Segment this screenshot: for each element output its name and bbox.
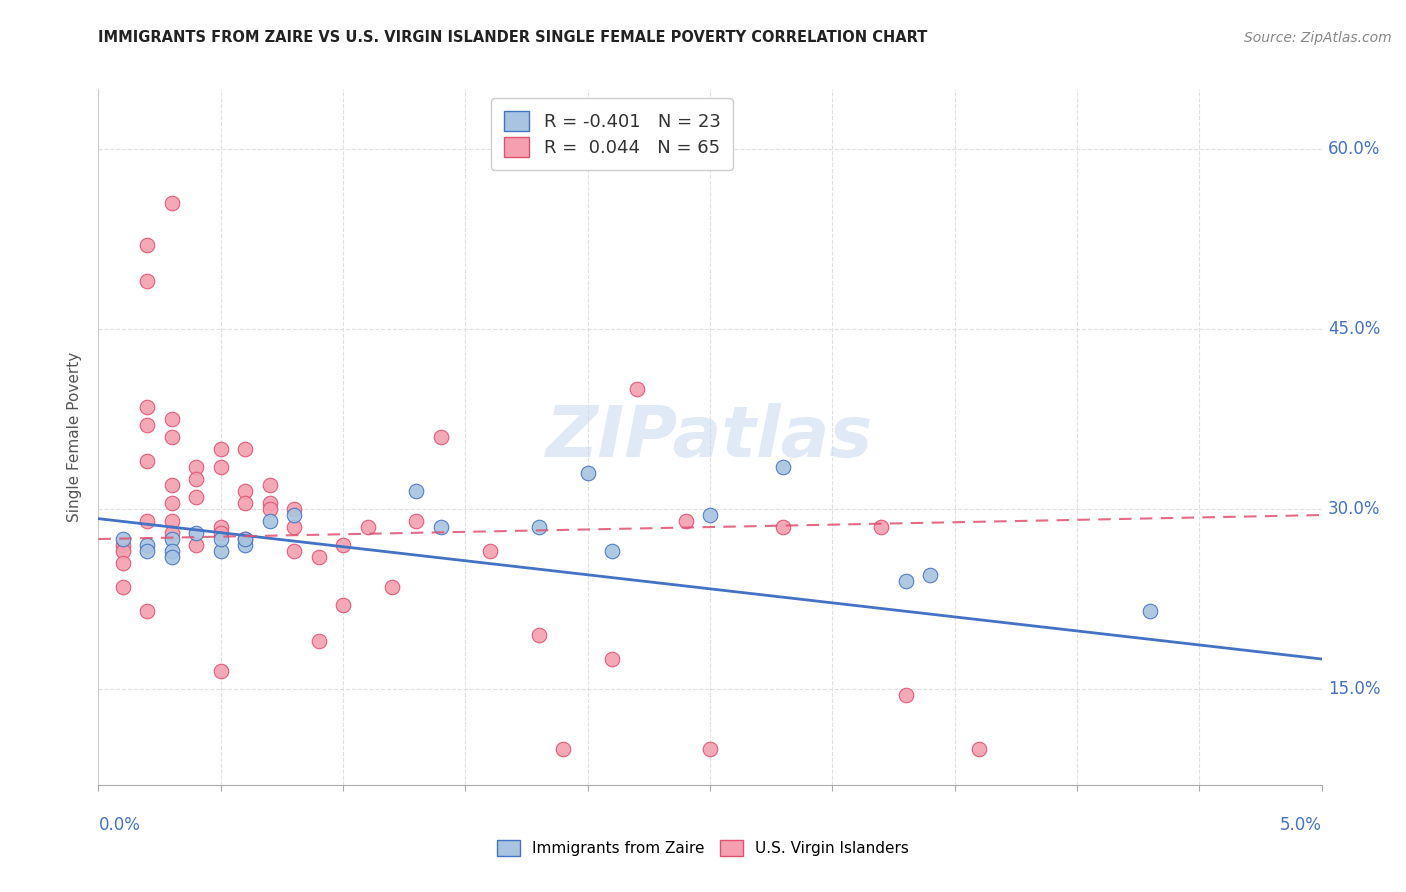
Point <box>283 502 305 516</box>
Point <box>405 484 427 499</box>
Point <box>111 544 134 558</box>
Point <box>772 520 794 534</box>
Point <box>160 544 183 558</box>
Point <box>160 532 183 546</box>
Point <box>233 484 256 499</box>
Text: 60.0%: 60.0% <box>1327 140 1381 158</box>
Point <box>699 742 721 756</box>
Point <box>209 460 232 475</box>
Point <box>626 382 648 396</box>
Text: IMMIGRANTS FROM ZAIRE VS U.S. VIRGIN ISLANDER SINGLE FEMALE POVERTY CORRELATION : IMMIGRANTS FROM ZAIRE VS U.S. VIRGIN ISL… <box>98 29 928 45</box>
Point <box>136 274 159 288</box>
Point <box>136 604 159 618</box>
Point <box>699 508 721 522</box>
Point <box>920 568 942 582</box>
Point <box>209 544 232 558</box>
Text: 45.0%: 45.0% <box>1327 320 1381 338</box>
Point <box>186 538 208 552</box>
Point <box>160 496 183 510</box>
Point <box>675 514 697 528</box>
Point <box>308 549 330 564</box>
Point <box>111 556 134 570</box>
Point <box>160 526 183 541</box>
Point <box>111 580 134 594</box>
Point <box>136 400 159 414</box>
Point <box>136 544 159 558</box>
Point <box>430 430 453 444</box>
Point <box>283 508 305 522</box>
Point <box>430 520 453 534</box>
Point <box>600 652 623 666</box>
Point <box>870 520 893 534</box>
Point <box>259 502 281 516</box>
Point <box>332 538 354 552</box>
Point <box>894 574 917 588</box>
Point <box>186 526 208 541</box>
Text: 0.0%: 0.0% <box>98 816 141 834</box>
Point <box>259 496 281 510</box>
Point <box>308 634 330 648</box>
Point <box>186 460 208 475</box>
Point <box>233 532 256 546</box>
Point <box>553 742 575 756</box>
Point <box>160 430 183 444</box>
Text: Source: ZipAtlas.com: Source: ZipAtlas.com <box>1244 30 1392 45</box>
Point <box>160 549 183 564</box>
Point <box>356 520 378 534</box>
Point <box>381 580 404 594</box>
Point <box>576 466 599 480</box>
Point <box>160 196 183 211</box>
Point <box>283 520 305 534</box>
Point <box>332 598 354 612</box>
Point <box>209 526 232 541</box>
Y-axis label: Single Female Poverty: Single Female Poverty <box>67 352 83 522</box>
Point <box>136 454 159 468</box>
Point <box>894 688 917 702</box>
Point <box>283 544 305 558</box>
Point <box>111 538 134 552</box>
Point <box>160 412 183 426</box>
Point <box>136 238 159 252</box>
Point <box>209 442 232 456</box>
Point <box>233 538 256 552</box>
Point <box>527 628 550 642</box>
Point <box>136 514 159 528</box>
Point <box>478 544 501 558</box>
Point <box>259 514 281 528</box>
Point <box>186 472 208 486</box>
Point <box>233 442 256 456</box>
Text: 15.0%: 15.0% <box>1327 680 1381 698</box>
Legend: Immigrants from Zaire, U.S. Virgin Islanders: Immigrants from Zaire, U.S. Virgin Islan… <box>491 834 915 862</box>
Text: 5.0%: 5.0% <box>1279 816 1322 834</box>
Point <box>1139 604 1161 618</box>
Point <box>160 514 183 528</box>
Point <box>600 544 623 558</box>
Point <box>405 514 427 528</box>
Point <box>111 532 134 546</box>
Point <box>259 478 281 492</box>
Point <box>209 520 232 534</box>
Point <box>772 460 794 475</box>
Point <box>209 664 232 678</box>
Point <box>527 520 550 534</box>
Point <box>160 478 183 492</box>
Point <box>136 538 159 552</box>
Point <box>233 496 256 510</box>
Text: 30.0%: 30.0% <box>1327 500 1381 518</box>
Text: ZIPatlas: ZIPatlas <box>547 402 873 472</box>
Point <box>209 532 232 546</box>
Legend: R = -0.401   N = 23, R =  0.044   N = 65: R = -0.401 N = 23, R = 0.044 N = 65 <box>491 98 733 169</box>
Point <box>233 532 256 546</box>
Point <box>186 490 208 504</box>
Point <box>136 418 159 433</box>
Point <box>967 742 990 756</box>
